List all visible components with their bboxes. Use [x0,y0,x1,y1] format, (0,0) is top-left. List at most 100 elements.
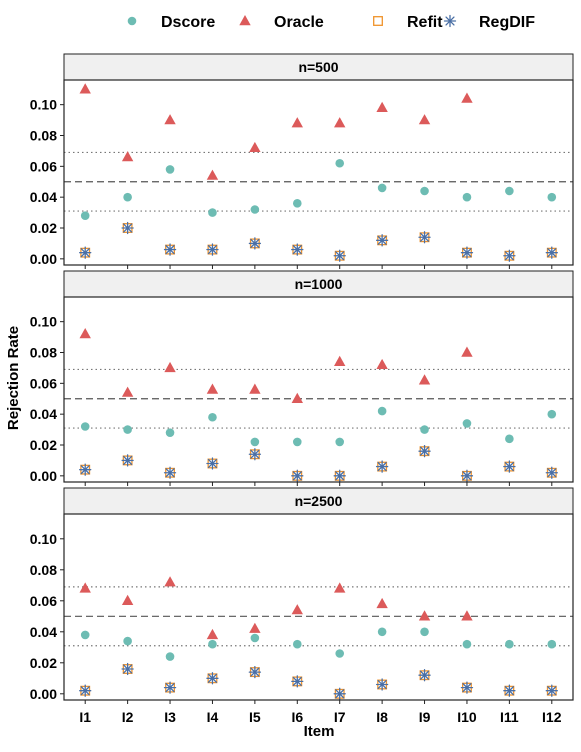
point-dscore-i4 [208,412,217,422]
legend-item-dscore: Dscore [127,14,215,31]
plot-area [64,297,573,482]
point-oracle-i5 [249,383,261,394]
legend-label-oracle: Oracle [274,14,324,31]
point-dscore-i6 [292,639,302,649]
panel-n2500: n=2500 0.00 0.02 0.04 0.06 0.08 0.10 [30,487,574,704]
legend: Dscore Oracle Refit RegDIF [127,14,535,31]
point-regdif-i1 [79,463,92,476]
point-dscore-i8 [377,183,387,193]
plot-border [63,296,574,483]
point-oracle-i2 [121,151,134,162]
series-regdif [79,221,558,262]
point-dscore-i9 [420,627,429,637]
series-oracle [79,83,473,180]
x-tick-label-i3: I3 [164,709,176,725]
y-tick-label: 0.10 [30,97,57,113]
point-regdif-i10 [460,469,474,482]
plot-area [64,514,573,700]
point-oracle-i9 [418,374,431,385]
point-dscore-i6 [292,437,302,447]
series-oracle [79,328,473,403]
point-dscore-i4 [208,208,217,217]
point-oracle-i7 [334,117,346,128]
y-tick-label: 0.04 [30,189,57,205]
point-oracle-i1 [79,83,91,94]
point-regdif-i11 [503,460,516,473]
point-dscore-i3 [165,165,175,174]
point-regdif-i6 [291,469,304,482]
x-tick-label-i12: I12 [542,709,562,725]
point-dscore-i2 [123,636,132,646]
point-regdif-i11 [503,249,516,262]
point-regdif-i10 [460,681,474,694]
point-dscore-i9 [420,425,429,434]
legend-item-refit: Refit [373,14,443,31]
point-regdif-i2 [121,454,134,467]
point-dscore-i12 [547,639,557,649]
point-oracle-i6 [291,117,303,128]
legend-label-regdif: RegDIF [479,14,535,31]
panel-n1000: n=1000 0.00 0.02 0.04 0.06 0.08 0.10 [30,270,574,486]
point-oracle-i4 [206,169,219,180]
point-dscore-i7 [335,158,345,168]
point-regdif-i12 [545,684,558,697]
legend-item-oracle: Oracle [239,14,324,31]
point-oracle-i3 [164,114,176,125]
point-dscore-i10 [462,639,472,649]
legend-item-regdif: RegDIF [443,14,535,31]
x-tick-label-i6: I6 [291,709,303,725]
y-tick-label: 0.10 [30,531,57,547]
point-regdif-i7 [333,687,346,700]
y-tick-label: 0.06 [30,375,57,391]
point-regdif-i9 [418,669,431,682]
legend-label-dscore: Dscore [161,14,215,31]
point-regdif-i9 [418,445,431,458]
point-oracle-i2 [121,594,134,605]
point-oracle-i8 [376,358,388,370]
point-oracle-i6 [291,392,303,403]
point-oracle-i7 [334,582,346,593]
plot-border [63,513,574,701]
point-oracle-i2 [121,386,134,397]
point-regdif-i6 [291,243,304,256]
series-dscore [80,406,557,447]
point-dscore-i1 [80,422,90,431]
point-regdif-i6 [291,675,304,688]
series-regdif [79,662,558,700]
point-regdif-i11 [503,684,516,697]
point-dscore-i3 [165,428,175,437]
x-tick-label-i4: I4 [207,709,219,725]
y-tick-label: 0.08 [30,562,57,578]
point-regdif-i3 [163,466,177,479]
x-tick-label-i5: I5 [249,709,261,725]
panel-strip [63,487,574,515]
point-dscore-i10 [462,419,472,428]
panels: n=500 0.00 0.02 0.04 0.06 0.08 0.10 n=1000 0.00 0… [30,53,574,704]
y-tick-label: 0.00 [30,686,57,702]
legend-key-refit [373,16,383,26]
x-axis-title: Item [304,723,335,740]
point-oracle-i3 [164,576,176,587]
point-oracle-i10 [461,610,473,621]
point-oracle-i5 [249,141,261,153]
x-tick-label-i9: I9 [419,709,431,725]
y-tick-label: 0.00 [30,468,57,484]
x-tick-label-i7: I7 [334,709,346,725]
point-regdif-i8 [375,678,389,691]
point-regdif-i4 [206,243,219,256]
point-dscore-i12 [547,409,557,419]
plot-border [63,79,574,266]
series-oracle [79,576,473,640]
point-regdif-i7 [333,469,346,482]
point-oracle-i1 [79,582,91,593]
point-regdif-i12 [545,246,558,259]
point-oracle-i3 [164,361,176,373]
series-regdif [79,445,558,482]
point-dscore-i1 [80,630,90,640]
point-regdif-i5 [248,237,262,250]
y-tick-label: 0.06 [30,593,57,609]
point-oracle-i4 [206,628,219,640]
point-dscore-i5 [250,205,260,214]
